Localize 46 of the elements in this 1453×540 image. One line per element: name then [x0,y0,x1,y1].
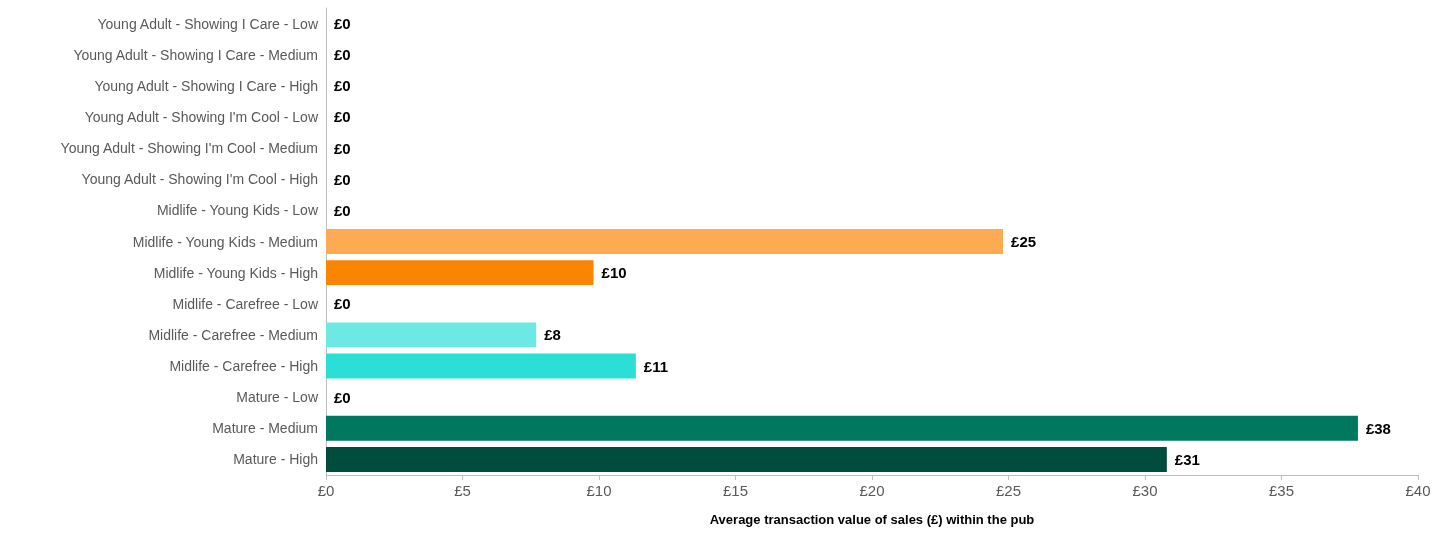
data-label: £0 [334,108,351,126]
bar [326,322,537,348]
data-label: £0 [334,388,351,406]
x-tick-label: £35 [1268,482,1295,499]
bar [326,446,1167,472]
data-label: £0 [334,15,351,33]
y-tick-label: Young Adult - Showing I'm Cool - Medium [60,140,318,157]
x-tick-label: £20 [859,482,885,499]
y-tick-label: Midlife - Young Kids - High [153,264,318,281]
y-tick-label: Midlife - Young Kids - Medium [132,233,318,250]
data-label: £8 [544,326,561,344]
x-axis-title: Average transaction value of sales (£) within the pub [709,512,1035,527]
bar [326,415,1358,441]
data-label: £0 [334,139,351,157]
data-label: £0 [334,46,351,64]
data-label: £11 [643,357,669,375]
y-tick-label: Young Adult - Showing I Care - High [94,77,318,94]
data-label: £0 [334,295,351,313]
y-tick-label: Midlife - Carefree - Medium [148,326,318,343]
data-label: £38 [1365,419,1391,437]
y-tick-label: Midlife - Carefree - Low [172,295,319,312]
y-tick-label: Young Adult - Showing I Care - Medium [73,46,318,63]
bar [326,229,1004,254]
bar [326,260,594,286]
y-tick-label: Young Adult - Showing I'm Cool - High [81,171,318,188]
data-label: £10 [601,264,627,282]
data-label: £0 [334,77,351,95]
y-tick-label: Young Adult - Showing I Care - Low [97,15,319,32]
y-tick-label: Midlife - Young Kids - Low [156,202,319,219]
y-tick-label: Young Adult - Showing I'm Cool - Low [84,108,319,125]
x-tick-label: £40 [1405,482,1431,499]
x-tick-label: £0 [317,482,335,499]
y-tick-label: Mature - High [233,451,318,468]
data-label: £25 [1011,233,1037,250]
data-label: £0 [334,170,351,188]
y-tick-label: Mature - Medium [212,420,318,437]
y-tick-label: Mature - Low [236,389,319,406]
bar [326,353,636,379]
x-tick-label: £30 [1132,482,1158,499]
x-tick-label: £25 [995,482,1022,499]
x-tick-label: £5 [454,482,471,499]
data-label: £0 [334,201,351,219]
x-tick-label: £15 [722,482,749,499]
data-label: £31 [1174,450,1200,468]
x-tick-label: £10 [586,482,612,499]
y-tick-label: Midlife - Carefree - High [169,358,318,375]
